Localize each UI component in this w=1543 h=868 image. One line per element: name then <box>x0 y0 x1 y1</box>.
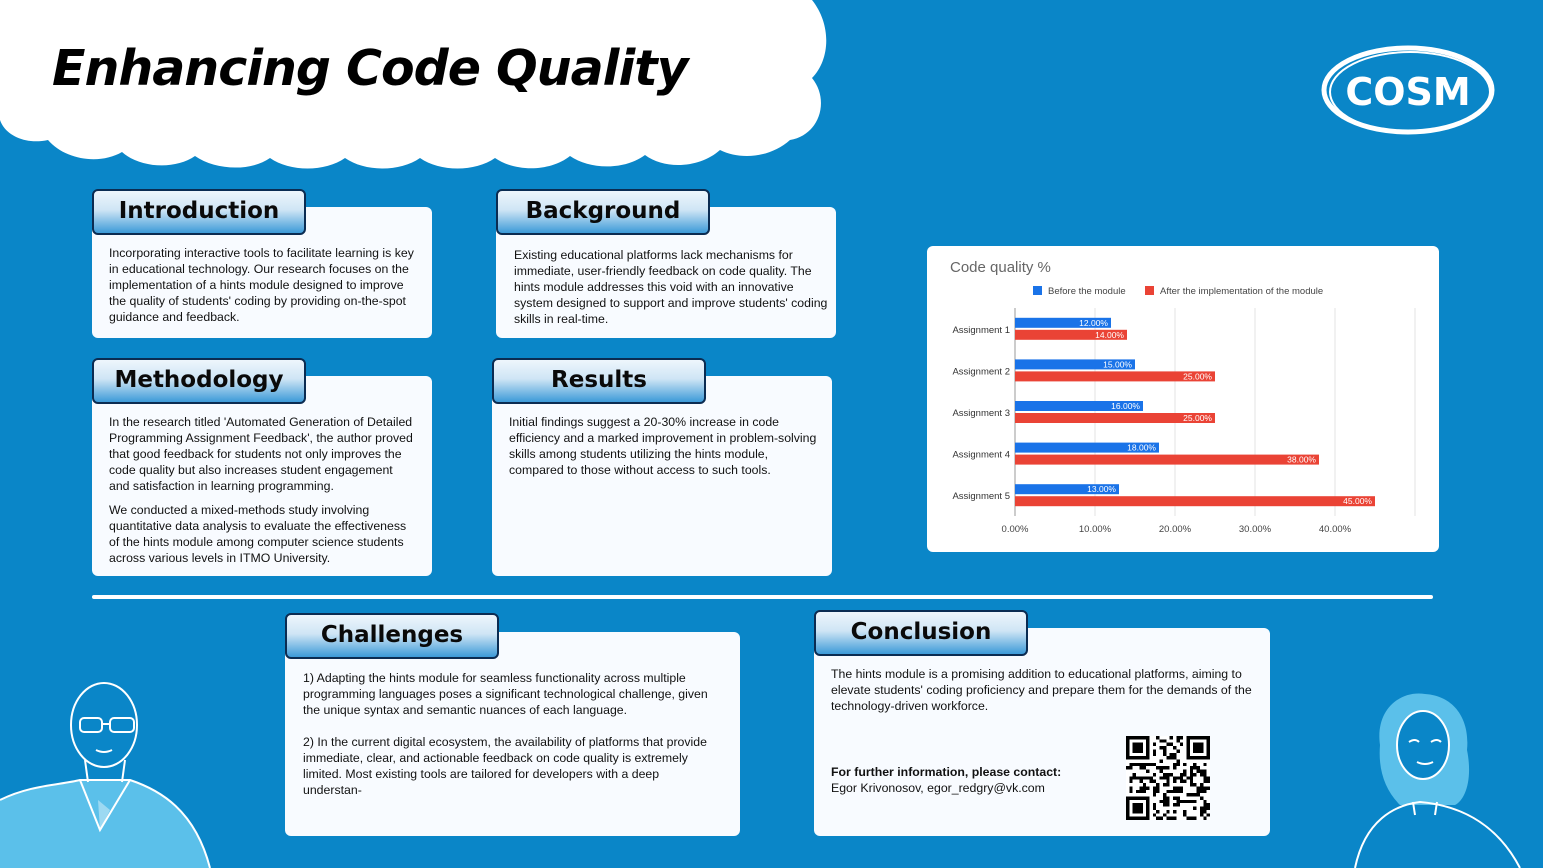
methodology-text-1: In the research titled 'Automated Genera… <box>109 415 413 493</box>
x-tick-label-3: 30.00% <box>1239 524 1272 535</box>
introduction-text: Incorporating interactive tools to facil… <box>109 246 414 324</box>
introduction-heading: Introduction <box>92 189 306 235</box>
results-card: Initial findings suggest a 20-30% increa… <box>492 376 832 576</box>
bar-s0-c2 <box>1015 401 1143 411</box>
man-illustration <box>0 682 211 868</box>
conclusion-heading: Conclusion <box>814 610 1028 656</box>
legend-label-0: Before the module <box>1048 286 1126 297</box>
category-label-0: Assignment 1 <box>952 325 1010 336</box>
results-text: Initial findings suggest a 20-30% increa… <box>509 415 817 477</box>
bar-value-label-s1-c4: 45.00% <box>1343 496 1372 506</box>
contact-value: Egor Krivonosov, egor_redgry@vk.com <box>831 781 1045 795</box>
bar-value-label-s0-c3: 18.00% <box>1127 443 1156 453</box>
bar-value-label-s0-c2: 16.00% <box>1111 401 1140 411</box>
bar-s0-c0 <box>1015 317 1111 328</box>
contact-label: For further information, please contact: <box>831 765 1062 779</box>
methodology-text-2: We conducted a mixed-methods study invol… <box>109 503 407 565</box>
bar-value-label-s0-c1: 15.00% <box>1103 359 1132 369</box>
x-tick-label-4: 40.00% <box>1319 524 1352 535</box>
bar-s0-c1 <box>1015 359 1135 370</box>
bar-value-label-s1-c1: 25.00% <box>1183 371 1212 381</box>
challenges-text-2: 2) In the current digital ecosystem, the… <box>303 735 707 797</box>
chart-card: Code quality % Before the module After the… <box>927 246 1439 552</box>
conclusion-card: The hints module is a promising addition… <box>814 628 1270 836</box>
methodology-card: In the research titled 'Automated Genera… <box>92 376 432 576</box>
x-tick-label-2: 20.00% <box>1159 524 1192 535</box>
title-cloud <box>0 0 827 169</box>
bar-value-label-s1-c0: 14.00% <box>1095 330 1124 340</box>
category-label-3: Assignment 4 <box>952 450 1010 461</box>
background-text: Existing educational platforms lack mech… <box>514 248 828 326</box>
x-tick-label-0: 0.00% <box>1002 524 1029 535</box>
bar-s1-c0 <box>1015 329 1127 340</box>
legend-label-1: After the implementation of the module <box>1160 286 1323 297</box>
background-heading: Background <box>496 189 710 235</box>
bar-s1-c4 <box>1015 496 1375 507</box>
cosm-logo: COSM <box>1318 42 1498 140</box>
category-label-1: Assignment 2 <box>952 366 1010 377</box>
methodology-heading: Methodology <box>92 358 306 404</box>
bar-s1-c3 <box>1015 454 1319 465</box>
qr-code[interactable] <box>1126 736 1210 820</box>
chart-title: Code quality % <box>950 259 1051 276</box>
challenges-text-1: 1) Adapting the hints module for seamles… <box>303 671 708 717</box>
logo-text: COSM <box>1345 70 1470 114</box>
legend-swatch-0 <box>1033 286 1042 295</box>
poster-title: Enhancing Code Quality <box>52 40 689 97</box>
code-quality-chart: Code quality % Before the module After the… <box>950 259 1416 535</box>
bar-value-label-s1-c2: 25.00% <box>1183 413 1212 423</box>
legend-swatch-1 <box>1145 286 1154 295</box>
bar-s1-c1 <box>1015 371 1215 382</box>
section-divider <box>92 595 1433 599</box>
results-heading: Results <box>492 358 706 404</box>
category-label-4: Assignment 5 <box>952 491 1010 502</box>
bar-s0-c3 <box>1015 442 1159 453</box>
bar-s0-c4 <box>1015 484 1119 495</box>
x-tick-label-1: 10.00% <box>1079 524 1112 535</box>
bar-value-label-s1-c3: 38.00% <box>1287 455 1316 465</box>
category-label-2: Assignment 3 <box>952 408 1010 419</box>
challenges-heading: Challenges <box>285 613 499 659</box>
bar-value-label-s0-c0: 12.00% <box>1079 318 1108 328</box>
conclusion-text: The hints module is a promising addition… <box>831 667 1252 713</box>
bar-s1-c2 <box>1015 413 1215 423</box>
bar-value-label-s0-c4: 13.00% <box>1087 484 1116 494</box>
challenges-card: 1) Adapting the hints module for seamles… <box>285 632 740 836</box>
woman-illustration <box>1354 693 1521 868</box>
